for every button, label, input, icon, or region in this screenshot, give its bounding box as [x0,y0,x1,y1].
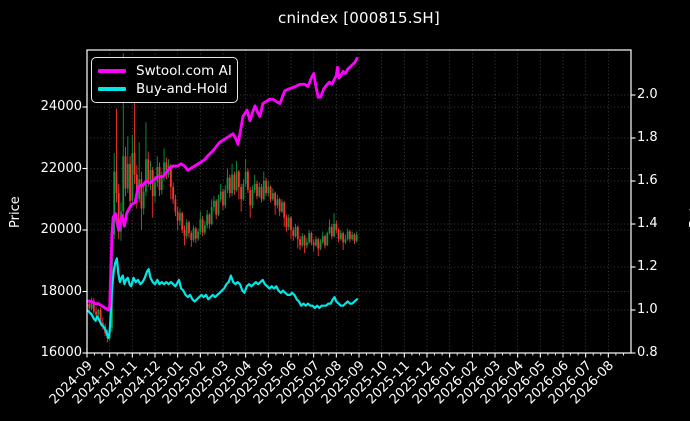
candlestick-layer [87,53,358,343]
ytick-label: 1.0 [637,302,658,317]
ytick-label: 1.8 [637,130,658,145]
ai-legend-label: Swtool.com AI [136,62,232,79]
ytick-label: 1.6 [637,173,658,188]
ytick-label: 1.2 [637,259,658,274]
ytick-label: 22000 [40,160,82,176]
legend-item-bh: Buy-and-Hold [98,81,227,97]
bh-legend-label: Buy-and-Hold [136,81,228,98]
ytick-label: 0.8 [637,345,658,360]
ytick-label: 24000 [40,99,82,114]
ytick-label: 16000 [40,345,82,360]
chart-title: cnindex [000815.SH] [278,9,440,27]
ytick-label: 2.0 [637,87,658,102]
tick-marks [82,94,636,358]
legend: Swtool.com AI Buy-and-Hold [91,57,238,103]
line-layer [87,57,359,339]
ytick-label: 18000 [40,283,82,299]
bh-line-swatch [98,87,126,92]
ai-line-swatch [98,68,126,73]
ytick-label: 1.4 [637,216,658,231]
legend-item-ai: Swtool.com AI [98,63,232,79]
ytick-label: 20000 [40,222,82,237]
